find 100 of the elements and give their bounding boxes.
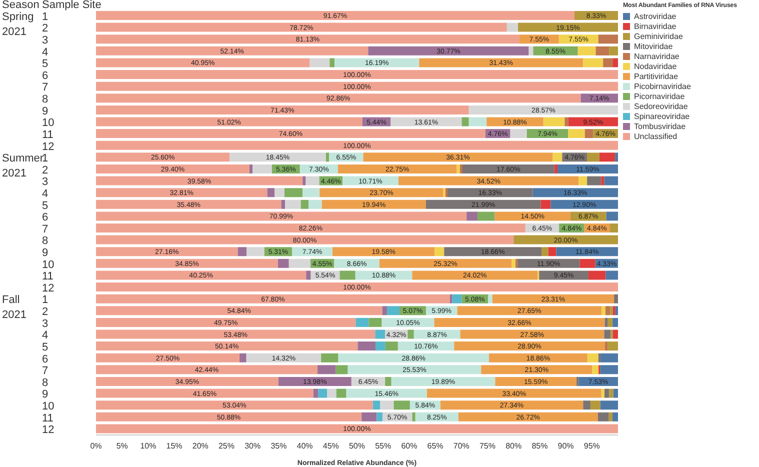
bar bbox=[454, 342, 605, 351]
bar bbox=[587, 176, 602, 186]
x-tick-label: 80% bbox=[506, 442, 522, 451]
x-tick-label: 40% bbox=[296, 442, 313, 451]
bar bbox=[96, 318, 356, 327]
bar bbox=[462, 164, 554, 174]
legend-label: Nodaviridae bbox=[634, 62, 677, 70]
bar bbox=[599, 152, 616, 162]
bar bbox=[281, 200, 286, 209]
bar bbox=[412, 412, 416, 422]
bar bbox=[334, 58, 420, 68]
bar bbox=[96, 105, 469, 114]
y-tick-label: 2 bbox=[42, 164, 48, 176]
bar bbox=[426, 200, 541, 209]
bar bbox=[612, 306, 616, 316]
bar bbox=[452, 294, 462, 304]
legend-label: Geminiviridae bbox=[634, 32, 683, 40]
legend-label: Picornaviridae bbox=[634, 92, 685, 100]
bar bbox=[340, 270, 356, 280]
legend-label: Astroviridae bbox=[634, 12, 676, 20]
bar bbox=[610, 224, 618, 232]
bar bbox=[612, 318, 618, 327]
bar bbox=[540, 200, 551, 209]
bar bbox=[613, 388, 618, 398]
bar bbox=[419, 58, 584, 68]
bar bbox=[96, 282, 618, 292]
bar bbox=[427, 388, 602, 398]
x-tick-label: 5% bbox=[116, 442, 128, 451]
bar bbox=[600, 353, 618, 362]
bar bbox=[96, 58, 310, 68]
y-tick-label: 3 bbox=[42, 318, 48, 330]
x-tick-label: 60% bbox=[401, 442, 418, 451]
bar bbox=[368, 46, 529, 56]
bar bbox=[612, 58, 618, 68]
bar bbox=[302, 176, 306, 186]
bar bbox=[379, 258, 512, 268]
bar bbox=[376, 412, 382, 422]
bar bbox=[554, 164, 558, 174]
bar bbox=[510, 129, 527, 138]
y-tick-label: 6 bbox=[42, 70, 48, 82]
bar bbox=[596, 46, 610, 56]
bar bbox=[386, 306, 400, 316]
bar bbox=[96, 330, 376, 339]
y-tick-label: 6 bbox=[42, 212, 48, 224]
bar bbox=[468, 105, 618, 114]
bar bbox=[457, 306, 602, 316]
bar bbox=[512, 258, 516, 268]
y-tick-label: 5 bbox=[42, 341, 48, 354]
bar bbox=[96, 117, 362, 126]
x-tick-label: 0% bbox=[90, 442, 102, 451]
bar bbox=[96, 94, 581, 103]
bar bbox=[96, 212, 467, 221]
bar bbox=[434, 318, 605, 327]
bar bbox=[96, 11, 575, 20]
x-tick-label: 45% bbox=[322, 442, 339, 451]
bar bbox=[96, 70, 618, 80]
bar bbox=[609, 388, 614, 398]
x-tick-label: 25% bbox=[218, 442, 235, 451]
bar bbox=[313, 388, 318, 398]
bar bbox=[318, 365, 336, 374]
y-tick-label: 7 bbox=[42, 365, 48, 378]
bar bbox=[398, 176, 579, 186]
y-tick-label: 12 bbox=[42, 424, 54, 436]
bar bbox=[600, 365, 618, 374]
bar bbox=[246, 247, 264, 256]
bar bbox=[96, 400, 373, 410]
y-tick-label: 6 bbox=[42, 353, 48, 366]
bar bbox=[330, 58, 335, 68]
bar bbox=[440, 400, 584, 410]
bar bbox=[604, 318, 608, 327]
bar bbox=[96, 376, 278, 386]
y-tick-label: 11 bbox=[42, 270, 54, 283]
text: Season bbox=[2, 0, 40, 11]
y-tick-label: 5 bbox=[42, 58, 48, 70]
bar bbox=[604, 330, 611, 339]
bar bbox=[249, 164, 253, 174]
bar bbox=[394, 400, 410, 410]
legend-label: Sedoreoviridae bbox=[634, 102, 688, 110]
bar bbox=[552, 152, 562, 162]
y-tick-label: 10 bbox=[42, 400, 54, 412]
bar bbox=[336, 388, 346, 398]
x-tick-label: 35% bbox=[270, 442, 287, 451]
y-tick-label: 9 bbox=[42, 247, 48, 260]
bar bbox=[445, 188, 448, 198]
y-tick-label: 11 bbox=[42, 412, 54, 424]
bar bbox=[592, 365, 599, 374]
legend-label: Picobirnaviridae bbox=[634, 82, 691, 90]
bar bbox=[583, 58, 604, 68]
bar bbox=[588, 270, 606, 280]
bar bbox=[96, 176, 303, 186]
y-tick-label: 4 bbox=[42, 188, 48, 200]
bar bbox=[434, 247, 444, 256]
bar bbox=[96, 129, 486, 138]
bar bbox=[288, 258, 310, 268]
bar bbox=[96, 34, 520, 44]
bar bbox=[306, 270, 311, 280]
text: Sample Site bbox=[42, 0, 102, 11]
bar bbox=[274, 188, 284, 198]
bar bbox=[358, 342, 376, 351]
bar bbox=[598, 34, 618, 44]
